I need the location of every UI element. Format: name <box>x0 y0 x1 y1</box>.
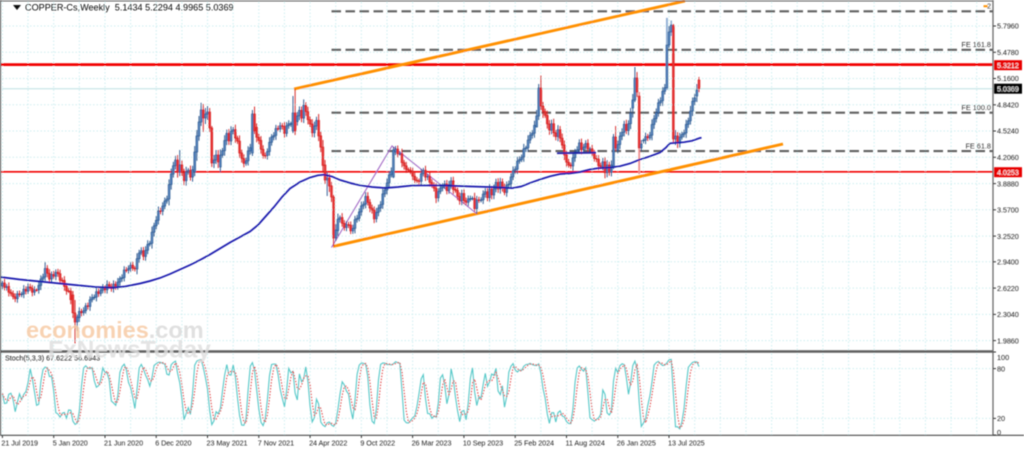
svg-text:100: 100 <box>997 353 1009 362</box>
svg-text:1.9860: 1.9860 <box>997 336 1019 345</box>
svg-text:5.3212: 5.3212 <box>997 61 1019 70</box>
svg-text:5.0369: 5.0369 <box>997 85 1019 94</box>
svg-text:26 Jan 2025: 26 Jan 2025 <box>617 439 656 448</box>
svg-text:20: 20 <box>997 414 1005 423</box>
svg-text:4.8420: 4.8420 <box>997 101 1019 110</box>
svg-text:4.2060: 4.2060 <box>997 153 1019 162</box>
svg-text:24 Apr 2022: 24 Apr 2022 <box>309 439 347 448</box>
svg-text:5.4780: 5.4780 <box>997 48 1019 57</box>
svg-text:10 Sep 2023: 10 Sep 2023 <box>463 439 503 448</box>
svg-text:26 Mar 2023: 26 Mar 2023 <box>412 439 452 448</box>
svg-text:5.7960: 5.7960 <box>997 22 1019 31</box>
svg-text:80: 80 <box>997 364 1005 373</box>
svg-text:3.2520: 3.2520 <box>997 232 1019 241</box>
svg-text:FE 100.0: FE 100.0 <box>961 103 991 112</box>
svg-text:2: 2 <box>987 2 991 11</box>
svg-text:4.5240: 4.5240 <box>997 127 1019 136</box>
svg-text:economies.com: economies.com <box>26 317 204 343</box>
svg-text:0: 0 <box>997 428 1001 437</box>
svg-text:2.9400: 2.9400 <box>997 258 1019 267</box>
svg-text:23 May 2021: 23 May 2021 <box>207 439 248 448</box>
svg-text:9 Oct 2022: 9 Oct 2022 <box>360 439 395 448</box>
svg-text:5 Jan 2020: 5 Jan 2020 <box>53 439 88 448</box>
svg-text:4.0253: 4.0253 <box>997 168 1019 177</box>
svg-text:FE 61.8: FE 61.8 <box>965 142 991 151</box>
svg-text:3.5700: 3.5700 <box>997 206 1019 215</box>
svg-text:5.1600: 5.1600 <box>997 74 1019 83</box>
svg-text:21 Jul 2019: 21 Jul 2019 <box>1 439 38 448</box>
svg-text:13 Jul 2025: 13 Jul 2025 <box>668 439 705 448</box>
svg-text:FxNewsToday: FxNewsToday <box>48 337 211 364</box>
svg-text:25 Feb 2024: 25 Feb 2024 <box>514 439 554 448</box>
svg-text:7 Nov 2021: 7 Nov 2021 <box>258 439 294 448</box>
svg-text:21 Jun 2020: 21 Jun 2020 <box>104 439 143 448</box>
svg-text:Stoch(5,3,3) 67.6222 56.6943: Stoch(5,3,3) 67.6222 56.6943 <box>5 354 100 363</box>
svg-text:2.6220: 2.6220 <box>997 284 1019 293</box>
svg-text:3.8880: 3.8880 <box>997 179 1019 188</box>
svg-text:2.3040: 2.3040 <box>997 310 1019 319</box>
svg-text:6 Dec 2020: 6 Dec 2020 <box>155 439 191 448</box>
svg-text:11 Aug 2024: 11 Aug 2024 <box>566 439 605 448</box>
svg-text:FE 161.8: FE 161.8 <box>961 40 991 49</box>
svg-text:COPPER-Cs,Weekly 5.1434 5.229: COPPER-Cs,Weekly 5.1434 5.2294 4.9965 5.… <box>25 3 234 13</box>
